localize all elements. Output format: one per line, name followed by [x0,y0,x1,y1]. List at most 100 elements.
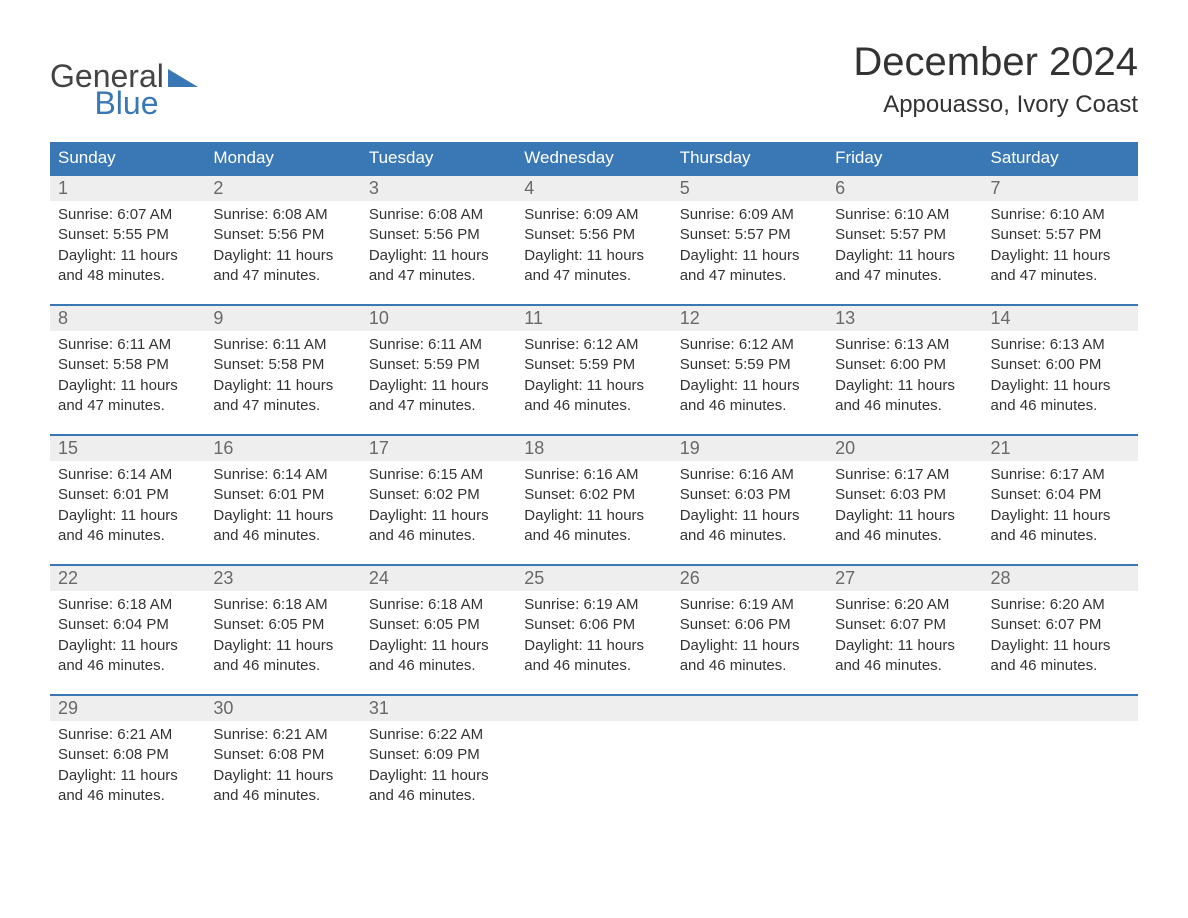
sunrise-text: Sunrise: 6:17 AM [991,465,1130,485]
day-cell [983,696,1138,814]
day-detail: Sunrise: 6:17 AMSunset: 6:04 PMDaylight:… [991,465,1130,546]
dow-cell: Monday [205,142,360,174]
day-number: 24 [361,566,516,591]
daylight-line1: Daylight: 11 hours [991,636,1130,656]
dow-cell: Friday [827,142,982,174]
day-number: 29 [50,696,205,721]
day-detail: Sunrise: 6:14 AMSunset: 6:01 PMDaylight:… [213,465,352,546]
daylight-line2: and 48 minutes. [58,266,197,286]
daylight-line1: Daylight: 11 hours [58,506,197,526]
dow-cell: Thursday [672,142,827,174]
daylight-line2: and 46 minutes. [369,526,508,546]
day-detail: Sunrise: 6:13 AMSunset: 6:00 PMDaylight:… [991,335,1130,416]
day-cell: 3Sunrise: 6:08 AMSunset: 5:56 PMDaylight… [361,176,516,294]
sunset-text: Sunset: 6:03 PM [680,485,819,505]
day-number: 27 [827,566,982,591]
sunset-text: Sunset: 5:58 PM [213,355,352,375]
dow-cell: Wednesday [516,142,671,174]
day-cell: 1Sunrise: 6:07 AMSunset: 5:55 PMDaylight… [50,176,205,294]
daylight-line2: and 46 minutes. [991,396,1130,416]
sunset-text: Sunset: 6:02 PM [524,485,663,505]
day-detail: Sunrise: 6:11 AMSunset: 5:59 PMDaylight:… [369,335,508,416]
day-detail: Sunrise: 6:18 AMSunset: 6:05 PMDaylight:… [369,595,508,676]
day-number: 22 [50,566,205,591]
day-detail: Sunrise: 6:07 AMSunset: 5:55 PMDaylight:… [58,205,197,286]
day-number: 3 [361,176,516,201]
sunrise-text: Sunrise: 6:11 AM [58,335,197,355]
day-cell: 16 Sunrise: 6:14 AMSunset: 6:01 PMDayligh… [205,436,360,554]
day-number: 26 [672,566,827,591]
day-detail: Sunrise: 6:19 AMSunset: 6:06 PMDaylight:… [524,595,663,676]
daylight-line2: and 46 minutes. [835,396,974,416]
day-detail: Sunrise: 6:17 AMSunset: 6:03 PMDaylight:… [835,465,974,546]
day-number: 25 [516,566,671,591]
daylight-line2: and 46 minutes. [991,526,1130,546]
day-detail: Sunrise: 6:08 AMSunset: 5:56 PMDaylight:… [213,205,352,286]
sunrise-text: Sunrise: 6:16 AM [524,465,663,485]
daylight-line1: Daylight: 11 hours [835,376,974,396]
sunset-text: Sunset: 6:00 PM [991,355,1130,375]
daylight-line2: and 46 minutes. [680,396,819,416]
sunset-text: Sunset: 5:55 PM [58,225,197,245]
day-number: 2 [205,176,360,201]
daylight-line2: and 47 minutes. [58,396,197,416]
daylight-line2: and 47 minutes. [991,266,1130,286]
daylight-line2: and 46 minutes. [835,526,974,546]
sunrise-text: Sunrise: 6:07 AM [58,205,197,225]
sunset-text: Sunset: 5:59 PM [524,355,663,375]
dow-cell: Tuesday [361,142,516,174]
week-row: 15Sunrise: 6:14 AMSunset: 6:01 PMDayligh… [50,434,1138,554]
sunset-text: Sunset: 6:07 PM [835,615,974,635]
day-cell: 4 Sunrise: 6:09 AMSunset: 5:56 PMDaylight… [516,176,671,294]
day-detail: Sunrise: 6:11 AMSunset: 5:58 PMDaylight:… [58,335,197,416]
day-number: 11 [516,306,671,331]
daylight-line2: and 47 minutes. [680,266,819,286]
sunrise-text: Sunrise: 6:18 AM [213,595,352,615]
daylight-line2: and 46 minutes. [680,656,819,676]
daylight-line1: Daylight: 11 hours [524,376,663,396]
daylight-line2: and 46 minutes. [213,656,352,676]
day-number: 31 [361,696,516,721]
daylight-line2: and 46 minutes. [369,656,508,676]
day-cell: 13Sunrise: 6:13 AMSunset: 6:00 PMDayligh… [827,306,982,424]
daylight-line1: Daylight: 11 hours [991,506,1130,526]
daylight-line2: and 46 minutes. [58,656,197,676]
day-number: 9 [205,306,360,331]
location-subtitle: Appouasso, Ivory Coast [853,91,1138,119]
daylight-line2: and 47 minutes. [213,396,352,416]
sunrise-text: Sunrise: 6:11 AM [369,335,508,355]
daylight-line2: and 47 minutes. [369,396,508,416]
sunset-text: Sunset: 5:59 PM [369,355,508,375]
sunset-text: Sunset: 6:05 PM [369,615,508,635]
sunset-text: Sunset: 5:59 PM [680,355,819,375]
sunrise-text: Sunrise: 6:17 AM [835,465,974,485]
sunrise-text: Sunrise: 6:22 AM [369,725,508,745]
daylight-line1: Daylight: 11 hours [524,506,663,526]
day-number: 6 [827,176,982,201]
daylight-line1: Daylight: 11 hours [213,376,352,396]
sunset-text: Sunset: 6:03 PM [835,485,974,505]
day-detail: Sunrise: 6:09 AMSunset: 5:56 PMDaylight:… [524,205,663,286]
sunrise-text: Sunrise: 6:15 AM [369,465,508,485]
sunrise-text: Sunrise: 6:12 AM [524,335,663,355]
day-number: 21 [983,436,1138,461]
day-detail: Sunrise: 6:18 AMSunset: 6:04 PMDaylight:… [58,595,197,676]
day-cell: 6Sunrise: 6:10 AMSunset: 5:57 PMDaylight… [827,176,982,294]
sunset-text: Sunset: 5:57 PM [835,225,974,245]
day-cell: 19Sunrise: 6:16 AMSunset: 6:03 PMDayligh… [672,436,827,554]
daylight-line2: and 46 minutes. [213,526,352,546]
sunset-text: Sunset: 6:04 PM [991,485,1130,505]
daylight-line1: Daylight: 11 hours [524,636,663,656]
week-row: 22 Sunrise: 6:18 AMSunset: 6:04 PMDayligh… [50,564,1138,684]
daylight-line1: Daylight: 11 hours [680,246,819,266]
sunrise-text: Sunrise: 6:14 AM [213,465,352,485]
day-number: 16 [205,436,360,461]
day-number: 14 [983,306,1138,331]
daylight-line1: Daylight: 11 hours [680,636,819,656]
day-cell: 28Sunrise: 6:20 AMSunset: 6:07 PMDayligh… [983,566,1138,684]
daylight-line1: Daylight: 11 hours [835,636,974,656]
daylight-line1: Daylight: 11 hours [835,506,974,526]
day-number: 4 [516,176,671,201]
day-cell: 5Sunrise: 6:09 AMSunset: 5:57 PMDaylight… [672,176,827,294]
day-cell: 14 Sunrise: 6:13 AMSunset: 6:00 PMDayligh… [983,306,1138,424]
